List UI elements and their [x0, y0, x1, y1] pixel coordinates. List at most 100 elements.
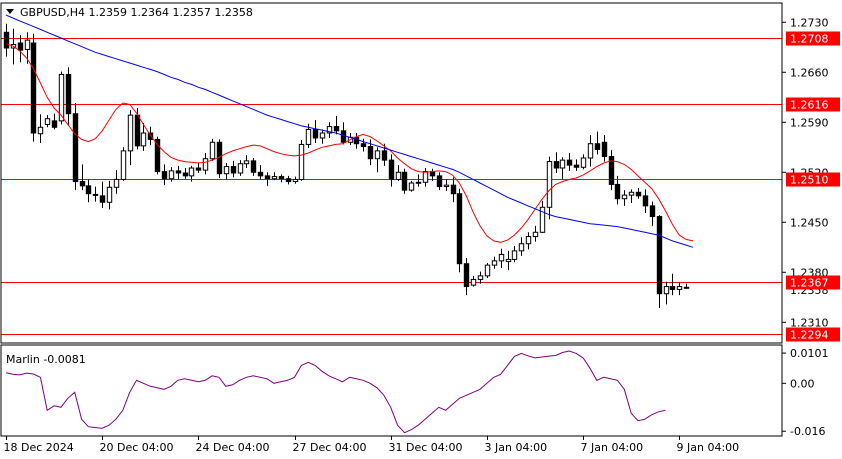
candle [566, 153, 573, 171]
candle [594, 131, 601, 155]
candle-body [422, 171, 429, 183]
level-label-box [786, 172, 840, 187]
candle [656, 215, 663, 308]
candle [216, 139, 223, 178]
candle-body [37, 126, 44, 135]
candle-body [635, 191, 642, 197]
candle-body [209, 141, 216, 160]
candle-body [202, 158, 209, 171]
chart-header: GBPUSD,H4 1.2359 1.2364 1.2357 1.2358 [6, 6, 253, 19]
candle [443, 179, 450, 191]
candle-body [106, 186, 113, 203]
candle [532, 225, 539, 242]
candle-body [649, 205, 656, 218]
candle [498, 248, 505, 268]
oscillator-pane[interactable]: 0.0101 0.00 -0.016 [5, 347, 829, 438]
candle-body [683, 286, 690, 289]
candle [223, 163, 230, 180]
symbol-menu-icon[interactable] [6, 9, 14, 14]
candle [3, 23, 10, 57]
candle-body [628, 191, 635, 196]
time-tick-label: 20 Dec 04:00 [100, 441, 174, 454]
candle-body [367, 146, 374, 160]
candle [422, 168, 429, 187]
price-pane[interactable]: 1.27301.26601.25901.25201.24501.23801.23… [1, 14, 840, 342]
candle-body [195, 167, 202, 171]
candle-body [484, 264, 491, 277]
candle-body [580, 157, 587, 168]
moving-average-lines [5, 14, 694, 248]
candle [168, 167, 175, 182]
candle-body [395, 171, 402, 180]
candle [381, 143, 388, 166]
candle-body [271, 176, 278, 180]
candle [326, 122, 333, 138]
candle-body [278, 176, 285, 180]
candle [436, 172, 443, 191]
candle [188, 165, 195, 182]
candle-body [525, 236, 532, 245]
time-tick-label: 9 Jan 04:00 [677, 441, 740, 454]
candle-body [546, 161, 553, 208]
candle-body [491, 260, 498, 266]
candle-body [553, 161, 560, 169]
candle [44, 115, 51, 128]
candle [30, 33, 37, 142]
oscillator-tick-label: 0.00 [790, 377, 815, 390]
price-tick-label: 1.2730 [790, 16, 829, 29]
slow-ma-line [5, 14, 694, 248]
candle [614, 175, 621, 205]
candle-body [285, 178, 292, 183]
candle [298, 140, 305, 181]
candle-body [559, 159, 566, 169]
candle [65, 67, 72, 126]
candle-body [381, 150, 388, 161]
candle [401, 168, 408, 194]
time-tick-label: 18 Dec 2024 [4, 441, 74, 454]
candle-body [463, 263, 470, 288]
candle [120, 147, 127, 181]
candle [450, 177, 457, 203]
time-tick-label: 7 Jan 04:00 [581, 441, 644, 454]
candle-body [498, 253, 505, 262]
candle-body [3, 31, 10, 49]
candle [374, 147, 381, 173]
candle-body [99, 195, 106, 203]
candle-body [243, 160, 250, 165]
level-label-box [786, 97, 840, 112]
candle [257, 165, 264, 180]
chart-frames [0, 2, 783, 437]
candle [608, 150, 615, 191]
candle-body [58, 73, 65, 122]
candle [161, 164, 168, 186]
candle-body [168, 170, 175, 180]
candle [243, 155, 250, 168]
candle [285, 175, 292, 185]
oscillator-tick-label: -0.016 [790, 425, 825, 438]
candle-body [621, 194, 628, 200]
candle-body [436, 175, 443, 188]
marlin-line [5, 350, 666, 434]
candle-body [601, 141, 608, 158]
candle [319, 129, 326, 144]
candle [573, 159, 580, 171]
candle [182, 168, 189, 179]
candle [271, 172, 278, 181]
candle-body [250, 160, 257, 173]
candle [621, 190, 628, 206]
oscillator-y-axis: 0.0101 0.00 -0.016 [782, 347, 829, 438]
candle [676, 282, 683, 296]
candle [546, 156, 553, 220]
oscillator-title: Marlin -0.0081 [6, 353, 86, 366]
candle [230, 160, 237, 178]
candle-body [587, 143, 594, 159]
chart-title: GBPUSD,H4 1.2359 1.2364 1.2357 1.2358 [20, 6, 253, 19]
candle [154, 136, 161, 175]
candle-body [663, 286, 670, 295]
candle [312, 120, 319, 143]
candle-body [374, 150, 381, 160]
level-label: 1.2294 [790, 329, 829, 342]
candle [140, 123, 147, 151]
